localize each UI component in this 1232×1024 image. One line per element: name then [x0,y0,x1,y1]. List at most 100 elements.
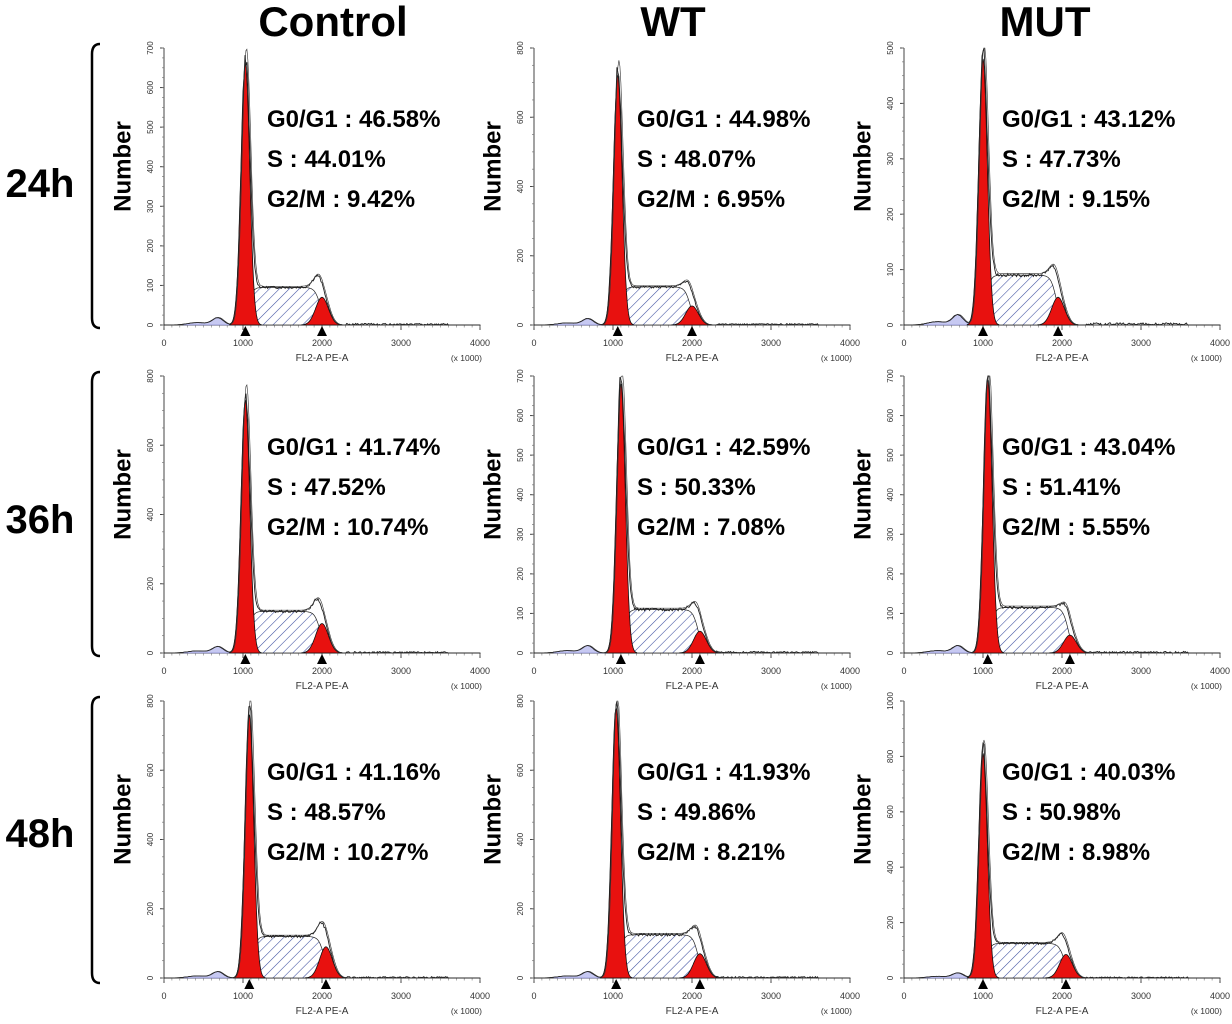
stat-s: S : 50.33% [637,474,756,501]
y-tick-label: 700 [516,369,525,383]
stat-g2m: G2/M : 5.55% [1002,514,1151,541]
x-axis-label: FL2-A PE-A [666,353,719,364]
column-header-control: Control [258,0,408,45]
g0g1-marker [240,326,251,336]
histogram-svg: 0 200 400 600 800 1000 0 1000 2000 3000 4000 FL2-A … [849,692,1230,1017]
x-tick-label: 4000 [470,338,490,348]
y-tick-label: 100 [516,606,525,620]
g0g1-marker [978,979,988,989]
histogram-svg: 0 200 400 600 800 0 1000 2000 3000 4000 FL2-A PE-A… [479,41,860,364]
row-brace-36h [88,370,102,658]
y-tick-label: 200 [516,249,525,263]
x-tick-label: 3000 [391,338,411,348]
stat-g2m: G2/M : 7.08% [637,514,786,541]
x-tick-label: 2000 [312,991,332,1001]
stat-g0g1: G0/G1 : 42.59% [637,434,811,461]
g0g1-marker [978,326,988,336]
fit-outline [164,383,481,654]
x-axis-unit: (x 1000) [451,1006,482,1016]
x-tick-label: 0 [901,666,906,676]
y-tick-label: 600 [516,110,525,124]
y-tick-label: 200 [516,567,525,581]
x-tick-label: 3000 [391,991,411,1001]
g0g1-marker [240,654,251,664]
histogram-svg: 0 200 400 600 800 0 1000 2000 3000 4000 FL2-A PE-A… [479,694,860,1017]
x-tick-label: 2000 [312,338,332,348]
y-tick-label: 200 [516,902,525,916]
stat-g0g1: G0/G1 : 41.93% [637,759,811,786]
x-axis-unit: (x 1000) [1191,1006,1222,1016]
row-header-36h: 36h [5,498,75,542]
y-axis-label: Number [479,774,506,865]
histogram-24h-mut: 0 100 200 300 400 500 0 1000 2000 3000 4000 FL2-A P… [849,40,1230,370]
histogram-svg: 0 100 200 300 400 500 600 700 0 1000 2000 3000 4000 F… [479,369,860,692]
y-tick-label: 300 [146,199,155,213]
y-tick-label: 400 [146,159,155,173]
stat-s: S : 47.52% [267,474,386,501]
y-tick-label: 600 [146,438,155,452]
stat-g2m: G2/M : 10.27% [267,839,429,866]
x-tick-label: 4000 [840,338,860,348]
histogram-36h-mut: 0 100 200 300 400 500 600 700 0 1000 2000 3000 4000 F… [849,368,1230,698]
fit-outline [534,700,851,979]
phase-stats: G0/G1 : 41.16% S : 48.57% G2/M : 10.27% [267,753,440,873]
histogram-36h-wt: 0 100 200 300 400 500 600 700 0 1000 2000 3000 4000 F… [479,368,860,698]
x-axis-unit: (x 1000) [821,1006,852,1016]
y-tick-label: 400 [146,832,155,846]
y-tick-label: 600 [146,80,155,94]
phase-stats: G0/G1 : 41.93% S : 49.86% G2/M : 8.21% [637,753,810,873]
y-tick-label: 300 [886,527,895,541]
g2m-marker [320,979,331,989]
x-tick-label: 4000 [840,991,860,1001]
y-tick-label: 600 [886,805,895,819]
g0g1-marker [244,979,255,989]
y-axis-label: Number [479,449,506,540]
stat-g0g1: G0/G1 : 41.16% [267,759,441,786]
fit-outline [164,700,481,979]
x-tick-label: 2000 [682,991,702,1001]
row-brace-24h [88,42,102,330]
y-tick-label: 200 [146,577,155,591]
x-tick-label: 1000 [973,338,993,348]
x-axis-label: FL2-A PE-A [666,681,719,692]
x-axis-unit: (x 1000) [451,353,482,363]
x-tick-label: 1000 [233,991,253,1001]
x-axis-unit: (x 1000) [1191,353,1222,363]
x-axis-label: FL2-A PE-A [1036,681,1089,692]
histogram-48h-wt: 0 200 400 600 800 0 1000 2000 3000 4000 FL2-A PE-A… [479,693,860,1023]
y-axis-label: Number [109,449,136,540]
x-tick-label: 4000 [1210,991,1230,1001]
stat-g0g1: G0/G1 : 43.04% [1002,434,1176,461]
y-tick-label: 100 [886,262,895,276]
stat-g2m: G2/M : 8.21% [637,839,786,866]
g2m-marker [694,979,705,989]
fit-outline [904,375,1221,654]
y-tick-label: 0 [516,650,525,655]
x-axis-unit: (x 1000) [821,681,852,691]
x-tick-label: 3000 [1131,991,1151,1001]
g0g1-marker [982,654,993,664]
y-tick-label: 800 [516,41,525,55]
x-tick-label: 0 [901,338,906,348]
y-tick-label: 300 [886,152,895,166]
y-tick-label: 0 [146,975,155,980]
g0g1-peak [601,74,634,326]
y-tick-label: 600 [516,408,525,422]
g0g1-peak [229,62,262,326]
g0g1-marker [612,326,623,336]
stat-s: S : 47.73% [1002,146,1121,173]
x-axis-label: FL2-A PE-A [296,681,349,692]
x-tick-label: 2000 [1052,338,1072,348]
y-tick-label: 0 [886,650,895,655]
x-tick-label: 3000 [391,666,411,676]
x-axis-label: FL2-A PE-A [666,1006,719,1017]
y-tick-label: 0 [886,322,895,327]
phase-stats: G0/G1 : 40.03% S : 50.98% G2/M : 8.98% [1002,753,1175,873]
y-tick-label: 400 [516,832,525,846]
g2m-marker [1053,326,1064,336]
row-brace-48h [88,695,102,985]
y-axis-label: Number [109,774,136,865]
y-axis-label: Number [849,449,876,540]
x-tick-label: 0 [531,666,536,676]
y-tick-label: 500 [516,448,525,462]
